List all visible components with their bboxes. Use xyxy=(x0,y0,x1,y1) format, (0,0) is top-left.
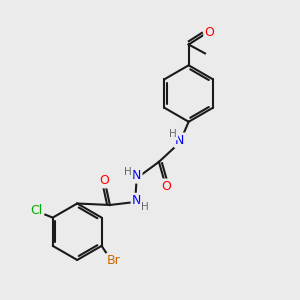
Text: O: O xyxy=(99,174,109,187)
Text: H: H xyxy=(141,202,148,212)
Text: H: H xyxy=(169,129,177,139)
Text: N: N xyxy=(132,194,141,207)
Text: N: N xyxy=(132,169,141,182)
Text: N: N xyxy=(175,134,184,147)
Text: O: O xyxy=(161,180,171,193)
Text: Cl: Cl xyxy=(30,204,43,217)
Text: H: H xyxy=(124,167,132,177)
Text: O: O xyxy=(205,26,214,39)
Text: Br: Br xyxy=(106,254,120,267)
